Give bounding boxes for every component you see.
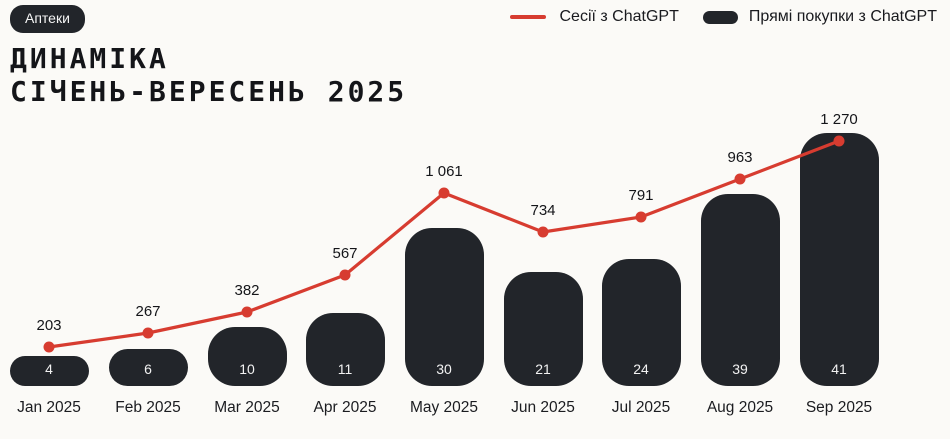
line-point-dot (43, 341, 55, 353)
bar-jun-2025: 21 (503, 272, 583, 386)
bar-value-label: 11 (337, 361, 353, 377)
month-label-jan-2025: Jan 2025 (17, 399, 81, 416)
bar-apr-2025: 11 (305, 313, 385, 386)
bar-feb-2025: 6 (108, 349, 188, 386)
line-point-dot (339, 269, 351, 281)
month-label-jul-2025: Jul 2025 (611, 399, 671, 416)
month-label-feb-2025: Feb 2025 (115, 399, 181, 416)
bar-value-label: 6 (144, 361, 152, 377)
bar-value-label: 41 (831, 361, 847, 377)
legend-label-sessions: Сесії з ChatGPT (559, 8, 679, 25)
bar-mar-2025: 10 (207, 327, 287, 386)
page-title: ДИНАМІКА СІЧЕНЬ-ВЕРЕСЕНЬ 2025 (10, 42, 407, 108)
line-value-label: 203 (36, 317, 62, 334)
bar-value-label: 21 (535, 361, 551, 377)
bar-value-label: 24 (633, 361, 649, 377)
line-point-dot (241, 306, 253, 318)
month-label-apr-2025: Apr 2025 (313, 399, 377, 416)
line-value-label: 1 270 (820, 111, 858, 128)
line-value-label: 963 (727, 149, 753, 166)
page-title-line-1: ДИНАМІКА (10, 42, 169, 75)
legend-item-sessions[interactable]: Сесії з ChatGPT (510, 8, 679, 26)
bar-aug-2025: 39 (700, 194, 780, 386)
bar-value-label: 39 (732, 361, 748, 377)
month-label-jun-2025: Jun 2025 (511, 399, 575, 416)
category-badge-label: Аптеки (25, 10, 70, 26)
pill-swatch-icon (702, 10, 738, 24)
bar-jul-2025: 24 (601, 259, 681, 386)
month-label-aug-2025: Aug 2025 (706, 399, 774, 416)
category-badge[interactable]: Аптеки (10, 5, 85, 33)
line-point-dot (537, 226, 549, 238)
bar-sep-2025: 41 (799, 133, 879, 386)
line-point-dot (635, 211, 647, 223)
line-swatch-icon (510, 15, 547, 19)
line-value-label: 382 (234, 282, 260, 299)
bar-value-label: 4 (45, 361, 53, 377)
line-point-dot (142, 327, 154, 339)
legend-item-purchases[interactable]: Прямі покупки з ChatGPT (702, 8, 937, 26)
bar-jan-2025: 4 (9, 356, 89, 386)
line-value-label: 791 (628, 187, 654, 204)
line-value-label: 567 (332, 245, 358, 262)
legend-label-purchases: Прямі покупки з ChatGPT (748, 8, 937, 25)
line-point-dot (734, 173, 746, 185)
page-title-line-2: СІЧЕНЬ-ВЕРЕСЕНЬ 2025 (10, 75, 408, 108)
line-value-label: 734 (530, 202, 556, 219)
bar-may-2025: 30 (404, 228, 484, 386)
line-value-label: 267 (135, 303, 161, 320)
legend: Сесії з ChatGPT Прямі покупки з ChatGPT (510, 7, 937, 27)
line-point-dot (438, 187, 450, 199)
bar-value-label: 10 (239, 361, 255, 377)
line-value-label: 1 061 (425, 163, 463, 180)
month-label-mar-2025: Mar 2025 (214, 399, 280, 416)
month-label-sep-2025: Sep 2025 (805, 399, 873, 416)
month-label-may-2025: May 2025 (409, 399, 479, 416)
bar-value-label: 30 (436, 361, 452, 377)
